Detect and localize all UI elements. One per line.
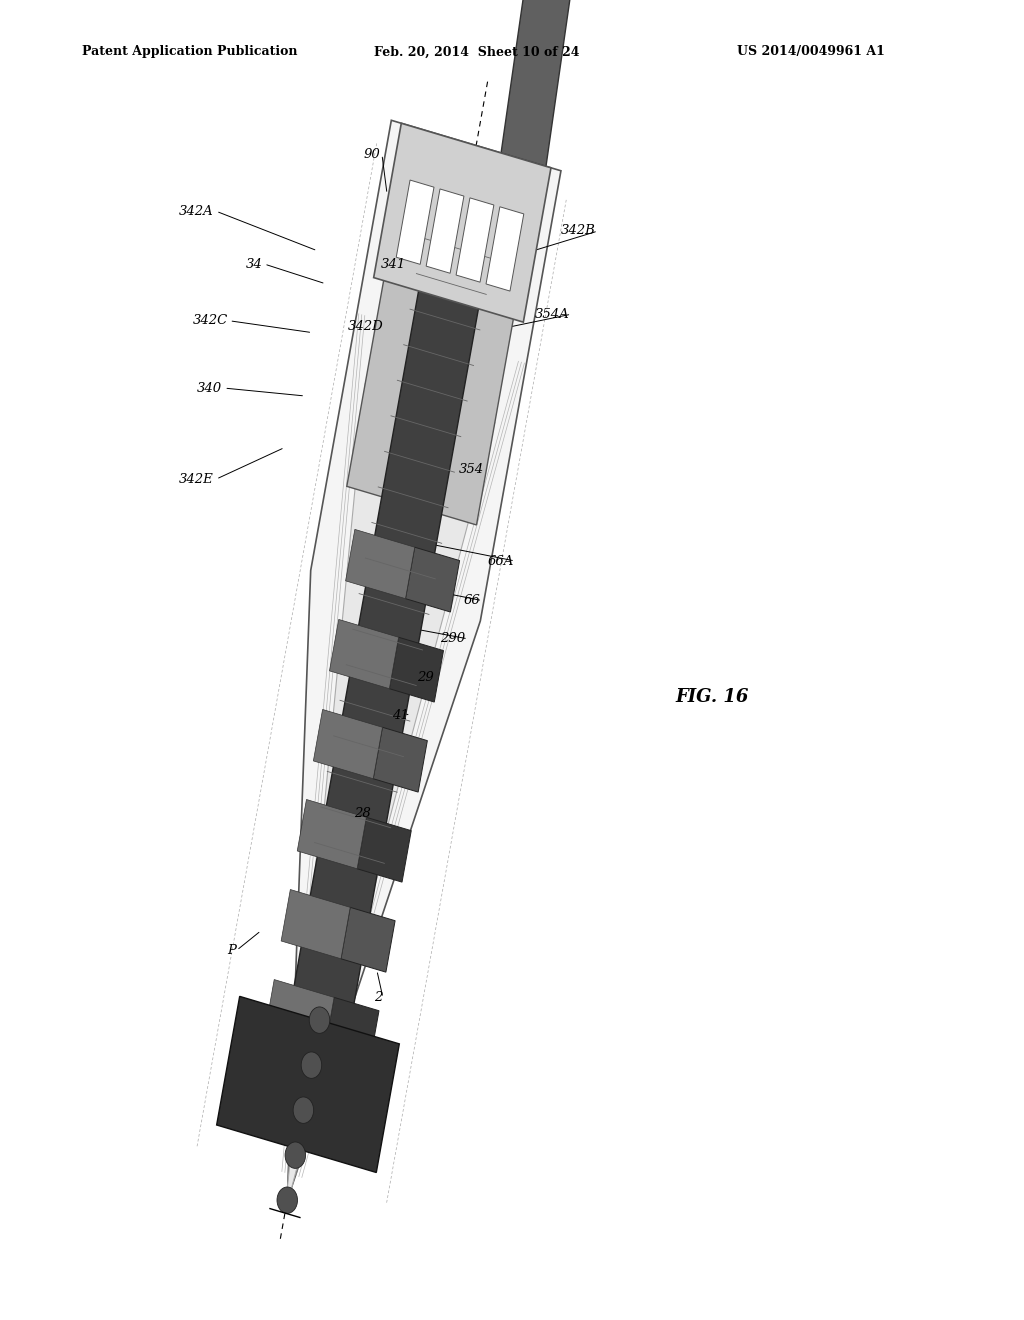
Text: 342C: 342C	[193, 314, 227, 327]
Text: 2: 2	[374, 991, 382, 1005]
Text: 66A: 66A	[487, 554, 514, 568]
Polygon shape	[346, 529, 415, 599]
Text: 354: 354	[459, 463, 484, 477]
Polygon shape	[313, 709, 382, 779]
Text: 341: 341	[381, 257, 407, 271]
Text: FIG. 16: FIG. 16	[675, 688, 749, 706]
Polygon shape	[396, 180, 434, 264]
Text: US 2014/0049961 A1: US 2014/0049961 A1	[737, 45, 885, 58]
Polygon shape	[373, 727, 427, 792]
Polygon shape	[287, 384, 495, 1200]
Circle shape	[301, 1052, 322, 1078]
Text: 342E: 342E	[179, 473, 214, 486]
Text: 28: 28	[354, 807, 371, 820]
Text: 342A: 342A	[179, 205, 214, 218]
Circle shape	[285, 1142, 305, 1168]
Polygon shape	[325, 998, 379, 1063]
Polygon shape	[288, 120, 561, 1200]
Polygon shape	[389, 638, 443, 702]
Text: Patent Application Publication: Patent Application Publication	[82, 45, 297, 58]
Polygon shape	[406, 548, 460, 612]
Polygon shape	[265, 979, 334, 1049]
Polygon shape	[330, 619, 398, 689]
Text: 340: 340	[197, 381, 222, 395]
Polygon shape	[347, 165, 535, 525]
Text: 34: 34	[246, 257, 262, 271]
Polygon shape	[282, 890, 350, 958]
Text: 29: 29	[417, 671, 433, 684]
Polygon shape	[341, 907, 395, 972]
Polygon shape	[374, 123, 551, 322]
Circle shape	[293, 1097, 313, 1123]
Circle shape	[278, 1187, 298, 1213]
Polygon shape	[217, 997, 399, 1172]
Text: Feb. 20, 2014  Sheet 10 of 24: Feb. 20, 2014 Sheet 10 of 24	[374, 45, 580, 58]
Text: P: P	[227, 944, 237, 957]
Text: 66: 66	[464, 594, 480, 607]
Text: 342B: 342B	[561, 224, 596, 238]
Polygon shape	[501, 0, 630, 166]
Text: 90: 90	[364, 148, 380, 161]
Polygon shape	[456, 198, 494, 282]
Polygon shape	[357, 817, 412, 882]
Polygon shape	[273, 162, 502, 1119]
Polygon shape	[426, 189, 464, 273]
Polygon shape	[297, 800, 367, 869]
Text: 342D: 342D	[348, 319, 384, 333]
Text: 354A: 354A	[535, 308, 569, 321]
Text: 41: 41	[392, 709, 409, 722]
Text: 290: 290	[440, 632, 466, 645]
Polygon shape	[486, 207, 524, 292]
Circle shape	[309, 1007, 330, 1034]
